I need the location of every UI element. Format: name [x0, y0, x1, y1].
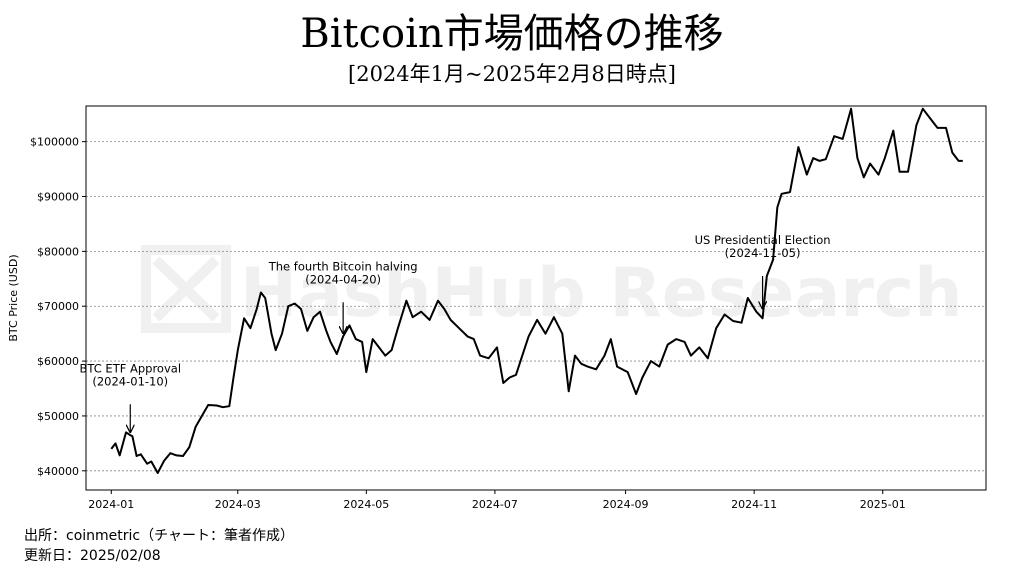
chart-subtitle: [2024年1月~2025年2月8日時点]	[348, 62, 676, 86]
btc-price-line	[110, 107, 963, 474]
annotation-label: (2024-04-20)	[305, 272, 381, 286]
plot-frame	[85, 105, 987, 491]
y-axis-label: BTC Price (USD)	[7, 254, 20, 341]
annotation-label: BTC ETF Approval	[80, 361, 182, 375]
x-tick-label: 2024-07	[472, 498, 518, 511]
annotation-label: US Presidential Election	[695, 233, 831, 247]
x-tick-label: 2024-05	[343, 498, 389, 511]
watermark-text: HashHub Research	[240, 254, 963, 333]
update-date: 更新日：2025/02/08	[24, 548, 161, 564]
series-layer	[110, 107, 963, 474]
x-tick-label: 2024-11	[731, 498, 777, 511]
annotation-label: (2024-01-10)	[92, 374, 168, 388]
grid	[86, 141, 986, 472]
source-note: 出所：coinmetric（チャート：筆者作成）	[24, 528, 294, 544]
axes: $40000 $50000 $60000 $70000 $80000 $90000 $100…	[7, 105, 987, 511]
y-tick-label: $100000	[30, 136, 79, 149]
x-tick-label: 2024-09	[603, 498, 649, 511]
chart-title: Bitcoin市場価格の推移	[300, 11, 724, 57]
annotation-label: (2024-11-05)	[725, 246, 801, 260]
y-tick-label: $80000	[37, 245, 79, 258]
annotation-label: The fourth Bitcoin halving	[268, 259, 418, 273]
watermark-logo	[141, 245, 231, 333]
watermark: HashHub Research	[141, 245, 963, 333]
annotations: BTC ETF Approval(2024-01-10) The fourth B…	[80, 233, 831, 432]
x-tick-label: 2024-01	[88, 498, 134, 511]
y-tick-label: $50000	[37, 410, 79, 423]
x-tick-label: 2025-01	[860, 498, 906, 511]
y-tick-label: $60000	[37, 355, 79, 368]
y-tick-label: $90000	[37, 191, 79, 204]
x-tick-label: 2024-03	[215, 498, 261, 511]
y-tick-label: $70000	[37, 300, 79, 313]
y-tick-label: $40000	[37, 465, 79, 478]
